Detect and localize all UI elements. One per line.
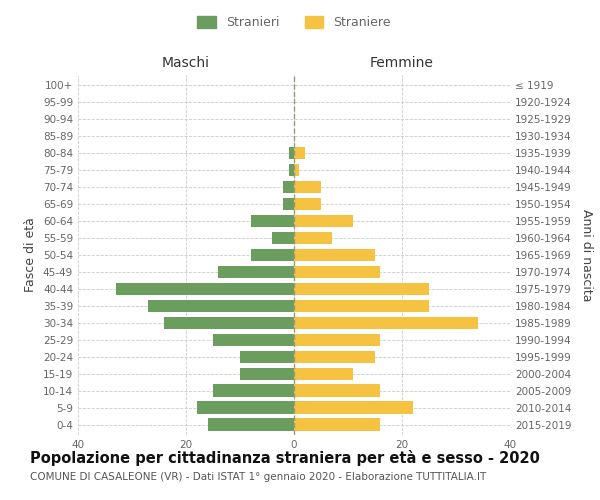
Bar <box>251 214 294 228</box>
Bar <box>240 368 294 380</box>
Legend: Stranieri, Straniere: Stranieri, Straniere <box>192 11 396 34</box>
Y-axis label: Fasce di età: Fasce di età <box>25 218 37 292</box>
Bar <box>213 334 294 346</box>
Y-axis label: Anni di nascita: Anni di nascita <box>580 209 593 301</box>
Text: Popolazione per cittadinanza straniera per età e sesso - 2020: Popolazione per cittadinanza straniera p… <box>30 450 540 466</box>
Bar <box>251 248 294 262</box>
Bar <box>213 384 294 397</box>
Bar <box>283 198 294 210</box>
Bar <box>294 180 321 194</box>
Bar <box>116 282 294 296</box>
Bar <box>294 402 413 414</box>
Bar <box>294 316 478 330</box>
Bar <box>294 368 353 380</box>
Bar <box>283 180 294 194</box>
Bar <box>208 418 294 431</box>
Bar <box>289 146 294 160</box>
Bar <box>294 300 429 312</box>
Bar <box>294 164 299 176</box>
Bar <box>289 164 294 176</box>
Bar <box>294 384 380 397</box>
Bar <box>294 198 321 210</box>
Bar <box>294 334 380 346</box>
Bar <box>197 402 294 414</box>
Bar <box>294 266 380 278</box>
Text: Maschi: Maschi <box>162 56 210 70</box>
Bar <box>294 350 375 364</box>
Bar <box>294 232 332 244</box>
Bar <box>148 300 294 312</box>
Bar <box>294 282 429 296</box>
Bar <box>240 350 294 364</box>
Text: COMUNE DI CASALEONE (VR) - Dati ISTAT 1° gennaio 2020 - Elaborazione TUTTITALIA.: COMUNE DI CASALEONE (VR) - Dati ISTAT 1°… <box>30 472 486 482</box>
Bar <box>294 214 353 228</box>
Bar <box>164 316 294 330</box>
Bar <box>294 248 375 262</box>
Bar <box>218 266 294 278</box>
Bar <box>294 146 305 160</box>
Text: Femmine: Femmine <box>370 56 434 70</box>
Bar <box>294 418 380 431</box>
Bar <box>272 232 294 244</box>
